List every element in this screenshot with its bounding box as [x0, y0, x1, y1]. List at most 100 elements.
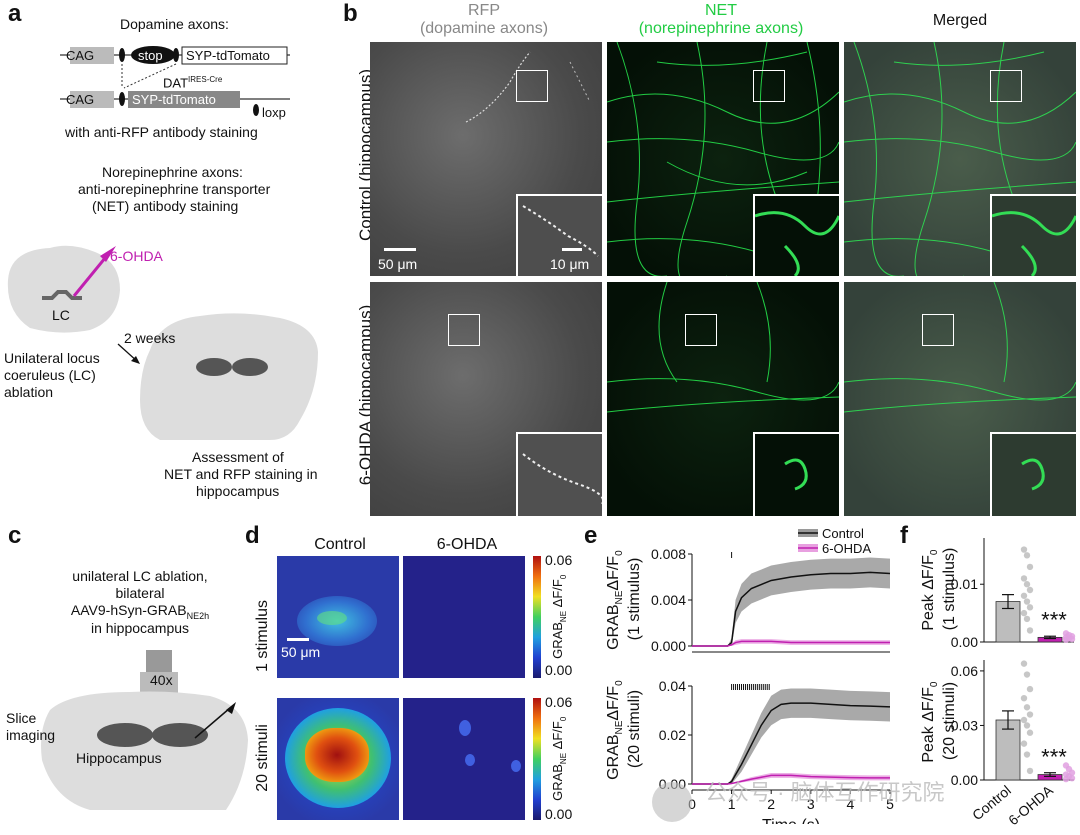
data-point	[1023, 671, 1031, 678]
assess-line2: NET and RFP staining in	[164, 466, 318, 482]
d-control-1stim: 50 μm	[277, 556, 399, 678]
dat-label: DATIRES-Cre	[163, 75, 223, 91]
series-line	[692, 640, 890, 647]
net-control-image	[607, 42, 839, 276]
data-point	[1020, 740, 1028, 747]
rfp-ohda-inset	[516, 432, 602, 516]
e-ytick-label: 0.000	[651, 638, 686, 654]
f-ytick-label: 0.00	[951, 772, 978, 788]
legend-label: Control	[822, 526, 864, 541]
e-xtick-label: 0	[688, 796, 696, 812]
series-band	[692, 557, 890, 646]
drug-label: 6-OHDA	[110, 248, 163, 264]
d-cbar-label-2: GRABNE ΔF/F0	[550, 716, 568, 801]
c-line4: in hippocampus	[90, 620, 190, 636]
rfp-ohda-image	[370, 282, 602, 516]
imaging-label: imaging	[6, 727, 56, 743]
cag2-label: CAG	[66, 92, 95, 107]
e-ylabel-bot: GRABNEΔF/F0	[604, 680, 626, 780]
watermark-text: 公众号 · 脑体互作研究院	[705, 780, 945, 805]
c-line1: unilateral LC ablation,	[72, 568, 208, 584]
weeks-label: 2 weeks	[124, 330, 176, 346]
data-point	[1062, 775, 1070, 783]
d-cbar-bottom-2: 0.00	[545, 806, 573, 822]
data-point	[1026, 586, 1034, 594]
syp2-label: SYP-tdTomato	[132, 92, 216, 107]
d-cbar-top-1: 0.06	[545, 552, 573, 568]
zoom-box	[753, 70, 785, 102]
d-ohda-1stim	[403, 556, 525, 678]
brain-diagram	[7, 245, 318, 440]
data-point	[1026, 767, 1034, 775]
panel-a-letter: a	[8, 0, 22, 27]
zoom-box	[516, 70, 548, 102]
e-xtick-label: 2	[767, 796, 775, 812]
stop-cassette	[131, 46, 175, 64]
e-xlabel: Time (s)	[762, 817, 820, 824]
data-point	[1020, 660, 1028, 667]
e-ylabel-top: GRABNEΔF/F0	[604, 550, 626, 650]
e-ytick-label: 0.02	[659, 727, 686, 743]
e-xtick-label: 3	[807, 796, 815, 812]
series-line	[692, 571, 891, 647]
e-ytick-label: 0.004	[651, 592, 686, 608]
scale-bar-50	[384, 248, 416, 251]
data-point	[1023, 598, 1031, 605]
data-point	[1020, 592, 1028, 599]
rfp-control-inset	[516, 194, 602, 276]
zoom-box	[685, 314, 717, 346]
ne-line3: (NET) antibody staining	[92, 198, 239, 214]
ablation-line3: ablation	[4, 384, 54, 400]
data-point	[1020, 575, 1028, 582]
significance-marker: ***	[1041, 745, 1067, 770]
rfp-col-subtitle: (dopamine axons)	[419, 20, 549, 37]
ne-title: Norepinephrine axons:	[102, 164, 243, 180]
scale-label-50: 50 μm	[378, 256, 418, 272]
d-col-control: Control	[314, 536, 366, 553]
series-band	[692, 688, 890, 784]
f-ytick-label: 0.03	[951, 717, 978, 733]
panel-b-letter: b	[343, 0, 358, 27]
c-line3: AAV9-hSyn-GRABNE2h	[70, 602, 210, 621]
e-xtick-label: 5	[886, 796, 894, 812]
e-ytick-label: 0.04	[659, 678, 686, 694]
cag1-label: CAG	[66, 48, 95, 63]
d-ohda-20stim	[403, 698, 525, 820]
f-category-label: 6-OHDA	[1005, 782, 1056, 829]
panel-c-letter: c	[8, 522, 22, 549]
rfp-control-image: 50 μm 10 μm	[370, 42, 602, 276]
f-ytick-label: 0.06	[951, 663, 978, 679]
panel-d-letter: d	[245, 522, 260, 549]
scale-label-10: 10 μm	[550, 256, 590, 272]
series-line	[692, 702, 891, 785]
panel-e-letter: e	[584, 522, 598, 549]
legend-label: 6-OHDA	[822, 541, 871, 556]
data-point	[1020, 609, 1028, 617]
data-point	[1023, 552, 1031, 559]
data-point	[1023, 722, 1031, 729]
hindbrain-section	[7, 245, 120, 333]
d-control-20stim	[277, 698, 399, 820]
data-point	[1020, 546, 1028, 553]
data-point	[1023, 751, 1031, 758]
ablation-line1: Unilateral locus	[4, 350, 100, 366]
d-scale-label: 50 μm	[281, 644, 321, 660]
e-xtick-label: 4	[847, 796, 855, 812]
data-point	[1023, 704, 1031, 711]
data-point	[1026, 711, 1034, 718]
e-ytick-label: 0.008	[651, 546, 686, 562]
d-col-ohda: 6-OHDA	[436, 536, 498, 553]
lc-label: LC	[52, 307, 70, 323]
rfp-col-title: RFP	[468, 2, 500, 19]
d-colorbar-2	[533, 698, 541, 820]
forebrain-section	[140, 313, 318, 440]
d-cbar-label-1: GRABNE ΔF/F0	[550, 574, 568, 659]
data-point	[1026, 729, 1034, 736]
f-ylabel-top: Peak ΔF/F0	[919, 549, 941, 631]
data-point	[1020, 694, 1028, 702]
zoom-box	[448, 314, 480, 346]
rfp-staining-text: with anti-RFP antibody staining	[65, 124, 258, 140]
net-control-inset	[753, 194, 839, 276]
slice-label: Slice	[6, 710, 37, 726]
data-point	[1026, 563, 1034, 571]
